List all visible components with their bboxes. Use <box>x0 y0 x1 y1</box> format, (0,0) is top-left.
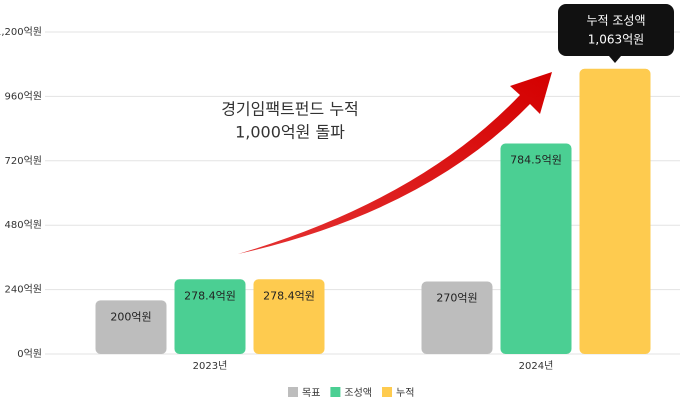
value-label: 278.4억원 <box>184 289 236 302</box>
bar <box>174 279 246 354</box>
y-tick-label: 960억원 <box>5 90 43 102</box>
grid: 0억원 240억원 480억원 720억원 960억원 1,200억원 <box>0 26 680 360</box>
bar <box>253 279 325 354</box>
legend-label: 목표 <box>302 387 320 399</box>
legend-swatch <box>330 387 341 397</box>
y-tick-label: 0억원 <box>17 348 42 360</box>
callout-title: 누적 조성액 <box>586 14 645 28</box>
y-tick-label: 240억원 <box>5 284 43 296</box>
value-label: 200억원 <box>110 310 151 323</box>
x-tick-label: 2023년 <box>193 360 228 372</box>
trend-arrow <box>238 72 552 254</box>
callout-pointer <box>609 56 621 63</box>
legend-swatch <box>288 387 298 397</box>
bar <box>421 281 493 354</box>
x-tick-label: 2024년 <box>519 360 554 372</box>
callout-value: 1,063억원 <box>588 33 644 47</box>
legend-swatch <box>382 387 393 397</box>
annotation: 1,000억원 돌파 <box>235 123 345 142</box>
annotation: 경기임팩트펀드 누적 <box>221 100 359 119</box>
y-tick-label: 1,200억원 <box>0 26 42 38</box>
bar <box>95 300 167 354</box>
y-tick-label: 720억원 <box>5 155 43 167</box>
y-tick-label: 480억원 <box>5 219 43 231</box>
callout-box <box>558 4 674 56</box>
bars: 200억원 278.4억원 278.4억원 270억원 784.5억원 <box>95 68 651 355</box>
legend-label: 조성액 <box>344 387 372 399</box>
bar <box>579 68 651 355</box>
value-label: 784.5억원 <box>510 153 562 166</box>
legend-label: 누적 <box>396 387 414 399</box>
value-label: 278.4억원 <box>263 289 315 302</box>
value-label: 270억원 <box>436 292 477 305</box>
bar <box>500 143 572 354</box>
